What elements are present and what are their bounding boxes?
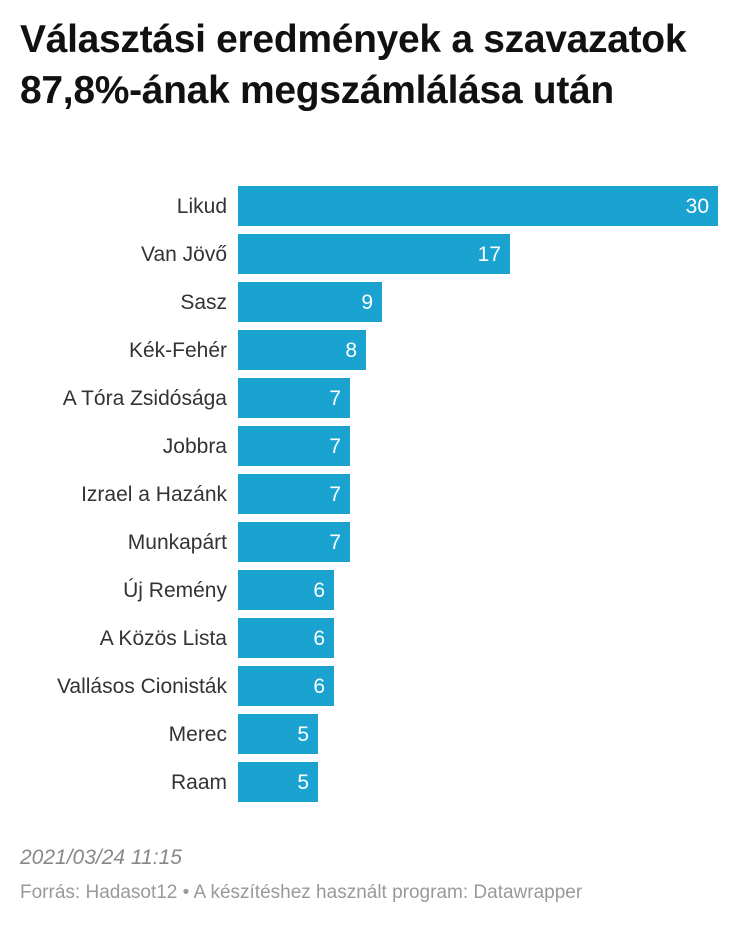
source-label: Forrás: (20, 882, 81, 903)
category-label-munkapart: Munkapárt (128, 531, 227, 554)
value-label-a-kozos-lista: 6 (313, 627, 325, 650)
category-label-a-tora-zsidosaga: A Tóra Zsidósága (63, 387, 228, 410)
timestamp: 2021/03/24 11:15 (20, 846, 182, 869)
category-label-merec: Merec (169, 723, 227, 746)
tool-label: A készítéshez használt program: (193, 882, 469, 903)
bar-sasz (238, 282, 382, 322)
separator: • (182, 882, 190, 903)
value-label-izrael-a-hazank: 7 (329, 483, 341, 506)
bar-a-kozos-lista (238, 618, 334, 658)
bar-uj-remeny (238, 570, 334, 610)
source-line: Forrás: Hadasot12 • A készítéshez haszná… (20, 882, 582, 904)
value-label-uj-remeny: 6 (313, 579, 325, 602)
bar-vallasos-cionistak (238, 666, 334, 706)
tool-value: Datawrapper (473, 882, 583, 903)
bar-van-jovo (238, 234, 510, 274)
chart-title: Választási eredmények a szavazatok 87,8%… (20, 18, 687, 112)
bar-izrael-a-hazank (238, 474, 350, 514)
value-label-van-jovo: 17 (478, 243, 501, 266)
bar-chart: Likud 30 Van Jövő 17 Sasz 9 Kék-Fehér 8 A Tóra Z… (57, 186, 718, 802)
bar-jobbra (238, 426, 350, 466)
category-label-kek-feher: Kék-Fehér (129, 339, 227, 362)
category-label-raam: Raam (171, 771, 227, 794)
value-label-raam: 5 (297, 771, 309, 794)
bars-layer: Likud 30 Van Jövő 17 Sasz 9 Kék-Fehér 8 A Tóra Z… (57, 186, 718, 802)
category-label-likud: Likud (177, 195, 227, 218)
source-value: Hadasot12 (85, 882, 178, 903)
bar-merec (238, 714, 318, 754)
value-label-kek-feher: 8 (345, 339, 357, 362)
category-label-jobbra: Jobbra (163, 435, 228, 458)
bar-raam (238, 762, 318, 802)
bar-munkapart (238, 522, 350, 562)
category-label-vallasos-cionistak: Vallásos Cionisták (57, 675, 228, 698)
bar-likud (238, 186, 718, 226)
value-label-munkapart: 7 (329, 531, 341, 554)
value-label-jobbra: 7 (329, 435, 341, 458)
value-label-sasz: 9 (361, 291, 373, 314)
value-label-merec: 5 (297, 723, 309, 746)
bar-a-tora-zsidosaga (238, 378, 350, 418)
category-label-a-kozos-lista: A Közös Lista (100, 627, 228, 650)
category-label-van-jovo: Van Jövő (141, 243, 227, 266)
category-label-izrael-a-hazank: Izrael a Hazánk (81, 483, 227, 506)
category-label-uj-remeny: Új Remény (123, 579, 227, 602)
value-label-likud: 30 (686, 195, 709, 218)
category-label-sasz: Sasz (180, 291, 227, 314)
value-label-a-tora-zsidosaga: 7 (329, 387, 341, 410)
value-label-vallasos-cionistak: 6 (313, 675, 325, 698)
bar-kek-feher (238, 330, 366, 370)
